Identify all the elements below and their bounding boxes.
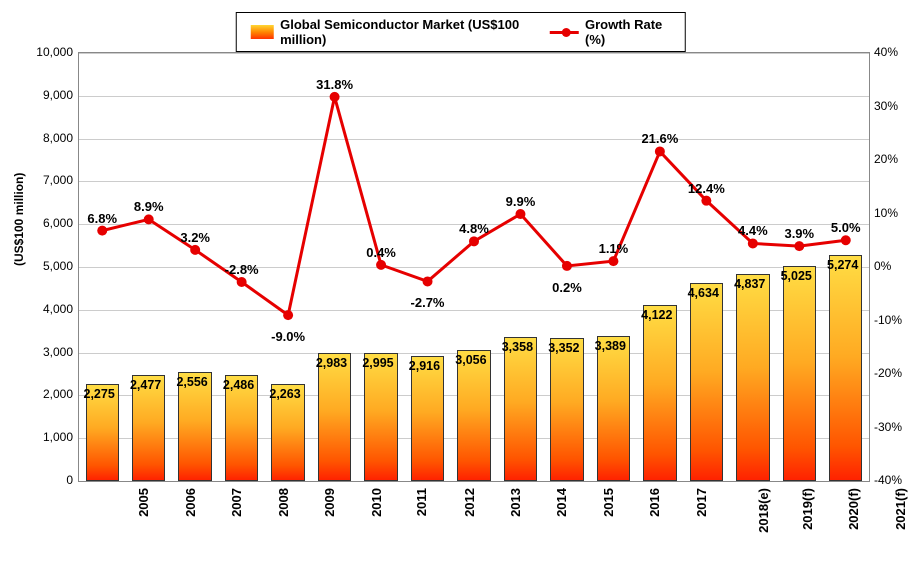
x-tick-label: 2007 <box>229 488 244 517</box>
y-left-tick: 4,000 <box>25 302 73 316</box>
bar-value-label: 2,486 <box>223 378 254 392</box>
growth-marker <box>655 146 665 156</box>
x-tick-label: 2014 <box>554 488 569 517</box>
growth-marker <box>562 261 572 271</box>
y-right-tick: -40% <box>874 473 902 487</box>
growth-marker <box>97 226 107 236</box>
bar-value-label: 2,995 <box>362 356 393 370</box>
bar-value-label: 4,634 <box>688 286 719 300</box>
bar-value-label: 4,122 <box>641 308 672 322</box>
x-tick-label: 2005 <box>136 488 151 517</box>
growth-rate-label: 9.9% <box>506 194 536 209</box>
bar-value-label: 3,389 <box>595 339 626 353</box>
x-tick-label: 2009 <box>322 488 337 517</box>
x-tick-label: 2015 <box>601 488 616 517</box>
growth-marker <box>376 260 386 270</box>
growth-rate-label: 4.4% <box>738 223 768 238</box>
y-right-tick: -20% <box>874 366 902 380</box>
x-tick-label: 2020(f) <box>846 488 861 530</box>
x-tick-label: 2011 <box>414 488 429 516</box>
growth-marker <box>190 245 200 255</box>
growth-marker <box>608 256 618 266</box>
legend: Global Semiconductor Market (US$100 mill… <box>235 12 686 52</box>
growth-rate-label: 5.0% <box>831 220 861 235</box>
growth-marker <box>144 214 154 224</box>
y-right-tick: -10% <box>874 313 902 327</box>
legend-bar-label: Global Semiconductor Market (US$100 mill… <box>280 17 526 47</box>
growth-rate-label: -2.7% <box>411 295 445 310</box>
bar-value-label: 2,983 <box>316 356 347 370</box>
y-right-tick: 20% <box>874 152 898 166</box>
growth-rate-label: 3.2% <box>180 230 210 245</box>
growth-marker <box>423 276 433 286</box>
growth-marker <box>237 277 247 287</box>
growth-rate-label: 12.4% <box>688 181 725 196</box>
y-right-tick: 0% <box>874 259 891 273</box>
y-left-tick: 5,000 <box>25 259 73 273</box>
growth-rate-label: 4.8% <box>459 221 489 236</box>
plot-area: 6.8% 8.9% 3.2% -2.8% -9.0% 31.8% 0.4% -2.7% 4.8%… <box>78 52 870 482</box>
y-right-tick: 40% <box>874 45 898 59</box>
growth-rate-label: 8.9% <box>134 199 164 214</box>
growth-rate-label: 31.8% <box>316 77 353 92</box>
x-tick-label: 2006 <box>183 488 198 517</box>
y-left-tick: 10,000 <box>25 45 73 59</box>
x-tick-label: 2017 <box>694 488 709 517</box>
y-right-tick: 10% <box>874 206 898 220</box>
legend-bar-item: Global Semiconductor Market (US$100 mill… <box>250 17 526 47</box>
growth-rate-label: 0.4% <box>366 245 396 260</box>
bar-value-label: 5,025 <box>781 269 812 283</box>
y-left-tick: 1,000 <box>25 430 73 444</box>
x-tick-label: 2016 <box>647 488 662 517</box>
growth-rate-label: 6.8% <box>87 211 117 226</box>
growth-rate-label: 0.2% <box>552 280 582 295</box>
x-tick-label: 2019(f) <box>800 488 815 530</box>
growth-marker <box>794 241 804 251</box>
bar-value-label: 2,275 <box>84 387 115 401</box>
y-left-tick: 3,000 <box>25 345 73 359</box>
growth-rate-label: -2.8% <box>225 262 259 277</box>
bar-value-label: 2,263 <box>269 387 300 401</box>
x-tick-label: 2012 <box>461 488 476 517</box>
legend-bar-swatch <box>250 25 274 39</box>
line-layer <box>79 53 869 481</box>
legend-line-swatch <box>550 31 579 34</box>
y-left-tick: 7,000 <box>25 173 73 187</box>
y-right-tick: -30% <box>874 420 902 434</box>
bar-value-label: 4,837 <box>734 277 765 291</box>
bar-value-label: 2,477 <box>130 378 161 392</box>
legend-line-label: Growth Rate (%) <box>585 17 671 47</box>
growth-marker <box>283 310 293 320</box>
growth-marker <box>841 235 851 245</box>
bar-value-label: 2,556 <box>176 375 207 389</box>
bar-value-label: 3,358 <box>502 340 533 354</box>
growth-rate-label: 1.1% <box>599 241 629 256</box>
growth-marker <box>515 209 525 219</box>
growth-marker <box>701 196 711 206</box>
y-left-tick: 0 <box>25 473 73 487</box>
y-right-tick: 30% <box>874 99 898 113</box>
y-axis-title: (US$100 million) <box>12 173 26 266</box>
y-left-tick: 6,000 <box>25 216 73 230</box>
growth-marker <box>748 238 758 248</box>
semiconductor-chart: Global Semiconductor Market (US$100 mill… <box>10 10 911 562</box>
growth-rate-label: 3.9% <box>784 226 814 241</box>
bar-value-label: 3,056 <box>455 353 486 367</box>
growth-rate-label: -9.0% <box>271 329 305 344</box>
bar-value-label: 3,352 <box>548 341 579 355</box>
growth-marker <box>469 236 479 246</box>
legend-line-item: Growth Rate (%) <box>550 17 671 47</box>
y-left-tick: 2,000 <box>25 387 73 401</box>
x-tick-label: 2018(e) <box>756 488 771 533</box>
x-tick-label: 2008 <box>276 488 291 517</box>
x-tick-label: 2013 <box>508 488 523 517</box>
growth-rate-label: 21.6% <box>641 131 678 146</box>
growth-marker <box>330 92 340 102</box>
y-left-tick: 8,000 <box>25 131 73 145</box>
x-tick-label: 2021(f) <box>893 488 908 530</box>
y-left-tick: 9,000 <box>25 88 73 102</box>
x-tick-label: 2010 <box>369 488 384 517</box>
bar-value-label: 5,274 <box>827 258 858 272</box>
bar-value-label: 2,916 <box>409 359 440 373</box>
